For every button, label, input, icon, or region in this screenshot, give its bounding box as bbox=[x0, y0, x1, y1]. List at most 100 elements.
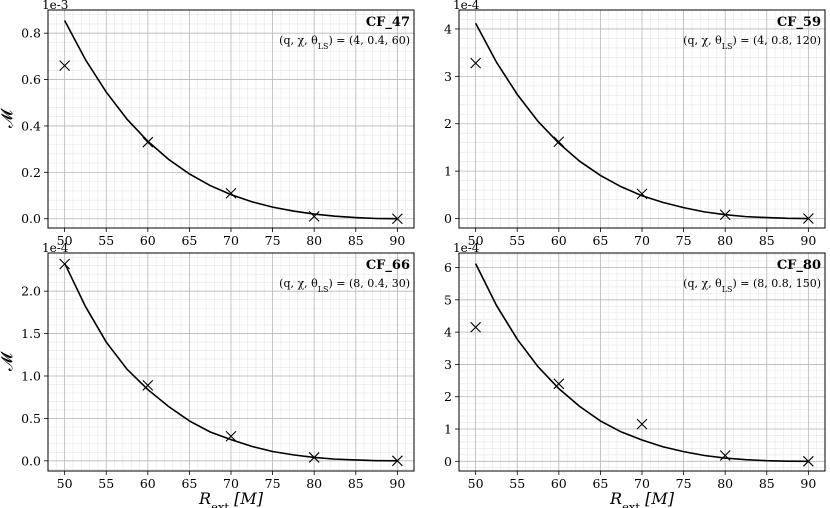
subplot-title: CF_66 bbox=[366, 258, 410, 273]
x-tick-label: 60 bbox=[551, 476, 567, 491]
subplot-title: CF_59 bbox=[777, 15, 821, 30]
data-marker bbox=[391, 455, 403, 467]
x-tick-label: 55 bbox=[509, 233, 525, 248]
x-tick-label: 50 bbox=[468, 476, 484, 491]
y-tick-label: 0 bbox=[444, 211, 452, 226]
subplot-4: 50 55 60 65 70 75 80 85 90 0 1 2 3 4 5 61e-4 CF_80 (q, χ,… bbox=[444, 241, 826, 508]
plot-area bbox=[474, 263, 809, 463]
data-marker bbox=[470, 321, 482, 333]
y-tick-label: 1 bbox=[444, 164, 452, 179]
fit-curve bbox=[474, 263, 809, 463]
x-tick-label: 85 bbox=[348, 476, 364, 491]
y-tick-label: 1.5 bbox=[21, 326, 41, 341]
parameter-label: (q, χ, θLS) = (8, 0.8, 150) bbox=[683, 277, 821, 294]
x-tick-label: 85 bbox=[759, 476, 775, 491]
data-marker bbox=[308, 211, 320, 222]
y-axis: 0.0 0.5 1.0 1.5 2.0 bbox=[21, 284, 48, 468]
data-marker bbox=[59, 60, 71, 72]
y-tick-label: 0.0 bbox=[21, 211, 41, 226]
x-tick-label: 55 bbox=[98, 233, 114, 248]
grid bbox=[48, 10, 414, 228]
data-marker bbox=[470, 57, 482, 69]
data-marker bbox=[636, 188, 648, 200]
y-tick-label: 1.0 bbox=[21, 368, 41, 383]
x-tick-label: 65 bbox=[592, 233, 608, 248]
x-tick-label: 70 bbox=[223, 476, 239, 491]
fit-curve bbox=[63, 262, 398, 462]
x-axis: 50 55 60 65 70 75 80 85 90 bbox=[468, 228, 816, 248]
x-tick-label: 80 bbox=[717, 233, 733, 248]
plot-area bbox=[63, 20, 398, 220]
y-tick-label: 3 bbox=[444, 69, 452, 84]
y-tick-label: 2 bbox=[444, 389, 452, 404]
plot-area bbox=[63, 262, 398, 462]
y-axis: 0 1 2 3 4 bbox=[444, 21, 459, 226]
data-marker bbox=[636, 418, 648, 430]
x-tick-label: 50 bbox=[57, 476, 73, 491]
y-tick-label: 4 bbox=[444, 325, 452, 340]
parameter-label: (q, χ, θLS) = (4, 0.8, 120) bbox=[683, 34, 821, 51]
x-axis: 50 55 60 65 70 75 80 85 90 bbox=[57, 228, 405, 248]
data-marker bbox=[225, 430, 237, 442]
x-tick-label: 80 bbox=[306, 233, 322, 248]
x-tick-label: 65 bbox=[181, 233, 197, 248]
subplot-2: 50 55 60 65 70 75 80 85 90 0 1 2 3 41e-4 CF_59 (q, χ, θ… bbox=[444, 0, 826, 248]
grid bbox=[48, 253, 414, 471]
x-axis: 50 55 60 65 70 75 80 85 90 bbox=[468, 471, 816, 491]
y-tick-label: 0.8 bbox=[21, 26, 41, 41]
y-tick-label: 1 bbox=[444, 422, 452, 437]
plot-area bbox=[474, 22, 809, 220]
x-tick-label: 70 bbox=[634, 233, 650, 248]
x-tick-label: 75 bbox=[265, 233, 281, 248]
y-tick-label: 4 bbox=[444, 21, 452, 36]
y-tick-label: 6 bbox=[444, 260, 452, 275]
y-tick-label: 0.6 bbox=[21, 72, 41, 87]
x-tick-label: 80 bbox=[717, 476, 733, 491]
data-marker bbox=[142, 136, 154, 148]
subplot-1: 50 55 60 65 70 75 80 85 90 0.0 0.2 0.4 0.6 0.8 1e-3 CF_… bbox=[0, 0, 415, 248]
data-marker bbox=[308, 452, 320, 463]
x-tick-label: 75 bbox=[676, 476, 692, 491]
x-axis: 50 55 60 65 70 75 80 85 90 bbox=[57, 471, 405, 491]
parameter-label: (q, χ, θLS) = (4, 0.4, 60) bbox=[279, 34, 410, 51]
parameter-label: (q, χ, θLS) = (8, 0.4, 30) bbox=[279, 277, 410, 294]
data-marker bbox=[719, 209, 731, 221]
x-tick-label: 85 bbox=[759, 233, 775, 248]
y-tick-label: 0 bbox=[444, 454, 452, 469]
scale-multiplier: 1e-3 bbox=[42, 0, 68, 12]
scale-multiplier: 1e-4 bbox=[453, 0, 480, 12]
x-tick-label: 55 bbox=[509, 476, 525, 491]
grid bbox=[459, 10, 825, 228]
x-tick-label: 70 bbox=[223, 233, 239, 248]
x-axis-label: Rext [M] bbox=[609, 489, 675, 508]
y-axis-label: 𝓜 bbox=[0, 108, 16, 128]
x-tick-label: 90 bbox=[389, 233, 405, 248]
y-tick-label: 0.2 bbox=[21, 165, 41, 180]
x-tick-label: 90 bbox=[389, 476, 405, 491]
data-marker bbox=[59, 258, 71, 270]
x-tick-label: 65 bbox=[181, 476, 197, 491]
x-tick-label: 60 bbox=[140, 476, 156, 491]
x-tick-label: 55 bbox=[98, 476, 114, 491]
subplot-title: CF_47 bbox=[366, 15, 410, 30]
x-tick-label: 60 bbox=[140, 233, 156, 248]
x-tick-label: 50 bbox=[57, 233, 73, 248]
y-tick-label: 2.0 bbox=[21, 284, 41, 299]
y-axis: 0.0 0.2 0.4 0.6 0.8 bbox=[21, 26, 48, 226]
x-tick-label: 65 bbox=[592, 476, 608, 491]
x-tick-label: 50 bbox=[468, 233, 484, 248]
scale-multiplier: 1e-4 bbox=[42, 241, 69, 255]
data-marker bbox=[802, 455, 814, 467]
x-tick-label: 90 bbox=[800, 233, 816, 248]
y-tick-label: 0.4 bbox=[21, 118, 41, 133]
x-tick-label: 70 bbox=[634, 476, 650, 491]
x-axis-label: Rext [M] bbox=[198, 489, 264, 508]
x-tick-label: 75 bbox=[265, 476, 281, 491]
scale-multiplier: 1e-4 bbox=[453, 241, 480, 255]
subplot-title: CF_80 bbox=[777, 258, 821, 273]
x-tick-label: 90 bbox=[800, 476, 816, 491]
y-tick-label: 2 bbox=[444, 116, 452, 131]
fit-curve bbox=[63, 20, 398, 220]
data-marker bbox=[142, 379, 154, 391]
